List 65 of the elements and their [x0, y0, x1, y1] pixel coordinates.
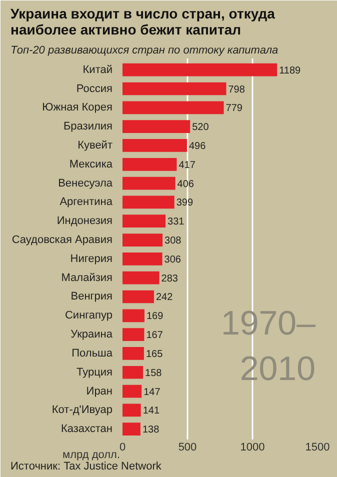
data-label: 496 — [188, 140, 206, 152]
y-tick-label: Венгрия — [70, 290, 113, 303]
y-tick-label: Сингапур — [65, 310, 113, 322]
bar — [122, 176, 176, 190]
bar — [122, 196, 174, 209]
data-label: 165 — [146, 348, 164, 360]
bar — [122, 347, 144, 360]
bar — [122, 82, 226, 96]
bar — [122, 63, 278, 76]
bar — [122, 366, 144, 379]
bar — [122, 101, 224, 114]
data-label: 1189 — [279, 65, 302, 76]
y-tick-label: Иран — [86, 385, 112, 398]
x-tick-label: 0 — [119, 442, 126, 454]
y-tick-label: Россия — [76, 82, 113, 95]
bar — [122, 328, 144, 341]
chart-subtitle: Топ-20 развивающихся стран по оттоку капитала — [10, 44, 278, 56]
x-tick-label: 500 — [178, 442, 197, 454]
data-label: 331 — [168, 216, 185, 228]
data-label: 138 — [142, 424, 160, 436]
y-tick-label: Венесуэла — [58, 177, 114, 190]
bar — [122, 139, 187, 152]
y-tick-label: Саудовская Аравия — [12, 234, 113, 246]
y-tick-label: Казахстан — [60, 423, 112, 436]
y-tick-label: Малайзия — [61, 272, 113, 284]
data-label: 158 — [145, 368, 162, 379]
data-label: 798 — [228, 84, 246, 96]
data-label: 283 — [161, 273, 178, 284]
bar — [122, 422, 140, 436]
y-tick-label: Украина — [70, 328, 114, 341]
bar — [122, 214, 166, 228]
bar — [122, 384, 142, 398]
data-label: 169 — [146, 311, 164, 322]
y-tick-label: Турция — [76, 366, 113, 378]
data-label: 779 — [226, 103, 243, 114]
bar — [122, 234, 163, 246]
y-tick-label: Бразилия — [63, 120, 113, 133]
data-label: 242 — [156, 292, 174, 304]
bar — [122, 404, 141, 417]
y-tick-label: Индонезия — [56, 215, 113, 228]
y-tick-label: Южная Корея — [42, 102, 113, 114]
data-label: 520 — [192, 122, 210, 134]
bar — [122, 158, 177, 171]
data-label: 141 — [142, 406, 160, 417]
y-tick-label: Китай — [82, 64, 113, 76]
data-label: 167 — [146, 330, 164, 342]
y-tick-label: Нигерия — [70, 252, 113, 265]
bar — [122, 290, 154, 304]
data-label: 308 — [164, 236, 182, 247]
bar — [122, 271, 160, 284]
bar — [122, 309, 144, 322]
data-label: 147 — [144, 386, 161, 398]
text: Источник: Tax Justice Network — [10, 460, 162, 472]
y-tick-label: Кувейт — [78, 139, 113, 152]
chart-title: Украина входит в число стран, откуда наиболее активно бежит капитал — [10, 6, 276, 38]
y-tick-label: Кот-д'Ивуар — [52, 404, 112, 416]
y-tick-label: Польша — [72, 347, 114, 360]
bar — [122, 120, 190, 133]
data-label: 306 — [164, 254, 182, 266]
x-tick-label: 1500 — [305, 442, 330, 454]
x-axis-title: млрд долл. — [62, 449, 120, 461]
bar — [122, 252, 162, 266]
y-tick-label: Аргентина — [60, 196, 114, 208]
y-tick-label: Мексика — [69, 158, 114, 170]
x-tick-label: 1000 — [240, 442, 265, 454]
